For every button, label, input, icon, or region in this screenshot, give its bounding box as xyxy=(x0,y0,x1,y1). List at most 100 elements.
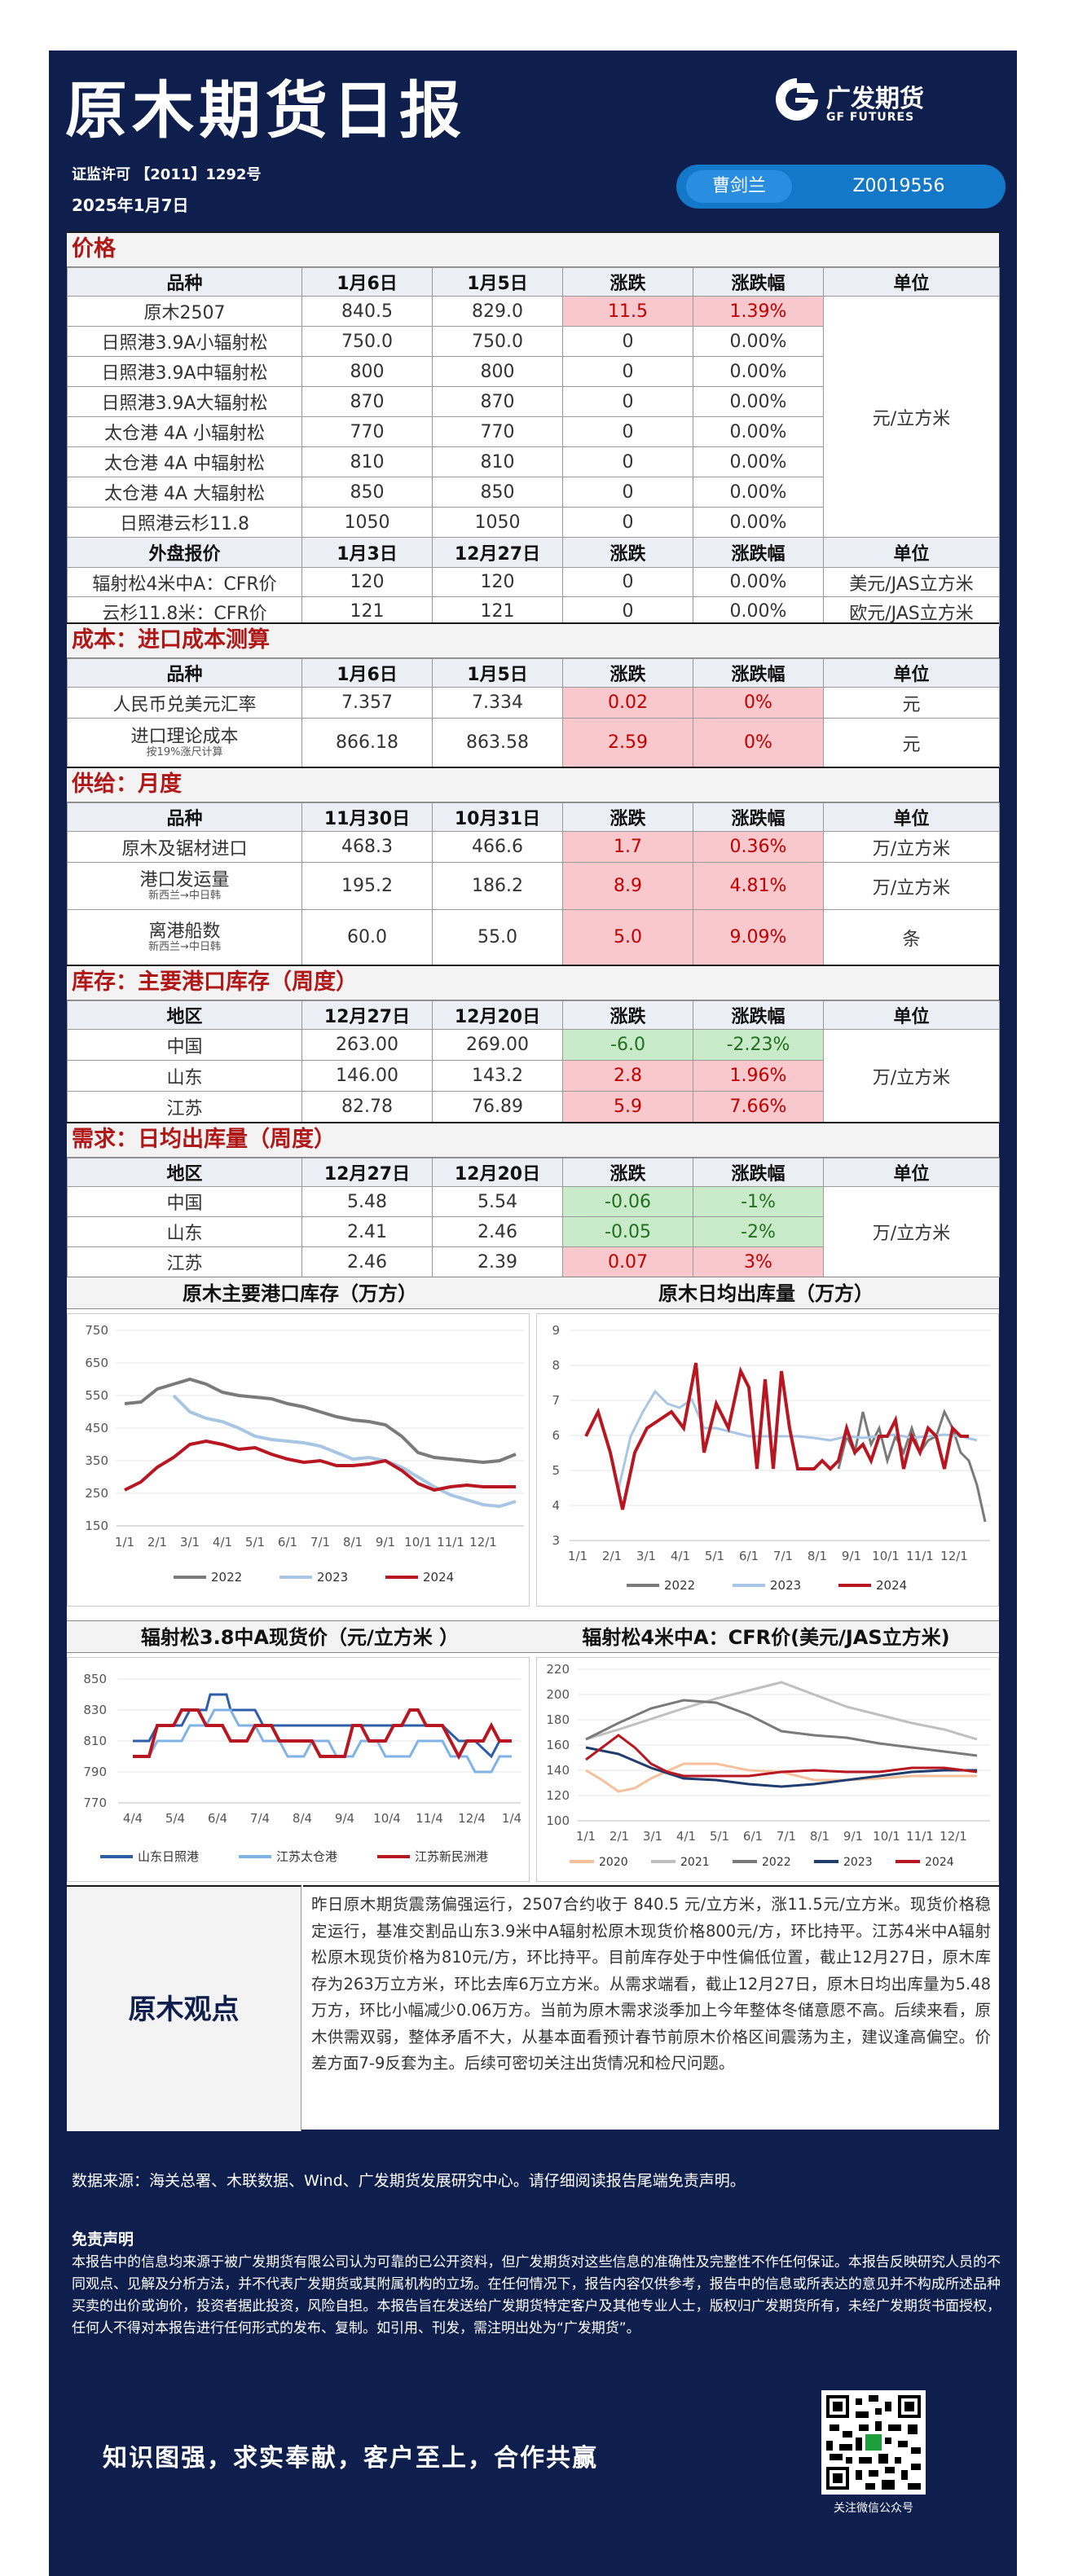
change-value: 0.02 xyxy=(562,687,693,719)
series-line-2022 xyxy=(837,1409,987,1523)
value-previous: 863.58 xyxy=(432,718,563,767)
value-current: 2.41 xyxy=(301,1216,433,1247)
y-tick-label: 850 xyxy=(83,1672,107,1686)
x-tick-label: 12/1 xyxy=(940,1829,967,1844)
col-header: 12月20日 xyxy=(432,1000,563,1030)
col-header: 涨跌 xyxy=(562,658,693,688)
change-pct: 0.00% xyxy=(693,596,824,626)
disclaimer-title: 免责声明 xyxy=(72,2231,134,2249)
unit-cell: 元 xyxy=(823,687,1000,719)
col-header: 涨跌 xyxy=(562,1000,693,1030)
item-name: 日照港3.9A大辐射松 xyxy=(67,386,302,417)
item-name: 日照港3.9A中辐射松 xyxy=(67,356,302,387)
value-current: 82.78 xyxy=(301,1091,433,1123)
item-note: 新西兰→中日韩 xyxy=(148,940,221,953)
change-pct: -1% xyxy=(693,1186,824,1217)
x-tick-label: 1/1 xyxy=(115,1535,134,1550)
table-row: 山东 2.41 2.46 -0.05 -2% xyxy=(67,1216,1000,1247)
col-header: 1月5日 xyxy=(432,658,563,688)
y-tick-label: 750 xyxy=(85,1323,108,1338)
change-pct: 1.96% xyxy=(693,1060,824,1092)
series-line-2024 xyxy=(124,1439,516,1492)
item-name: 离港船数 新西兰→中日韩 xyxy=(67,909,302,965)
x-tick-label: 7/1 xyxy=(773,1549,793,1563)
data-sources: 数据来源：海关总署、木联数据、Wind、广发期货发展研究中心。请仔细阅读报告尾端… xyxy=(72,2172,746,2190)
section-title-inventory: 库存：主要港口库存（周度） xyxy=(67,965,999,1000)
value-previous: 850 xyxy=(432,477,563,508)
value-current: 60.0 xyxy=(301,909,433,965)
value-current: 866.18 xyxy=(301,718,433,767)
x-tick-label: 9/4 xyxy=(335,1811,354,1826)
chart-title-inventory: 原木主要港口库存（万方） xyxy=(67,1277,533,1309)
change-value: 0 xyxy=(562,356,693,387)
table-row: 日照港3.9A大辐射松 870 870 0 0.00% xyxy=(67,386,1000,417)
x-tick-label: 5/1 xyxy=(705,1549,724,1563)
unit-cell: 美元/JAS立方米 xyxy=(823,567,1000,597)
change-pct: 9.09% xyxy=(693,909,824,965)
value-current: 770 xyxy=(301,416,433,447)
x-tick-label: 10/1 xyxy=(404,1535,432,1550)
item-label: 港口发运量 xyxy=(139,869,230,890)
analyst-name: 曹剑兰 xyxy=(686,170,792,203)
x-tick-label: 10/1 xyxy=(872,1549,900,1563)
unit-cell: 元 xyxy=(823,718,1000,767)
y-tick-label: 140 xyxy=(546,1763,570,1778)
y-tick-label: 830 xyxy=(83,1703,107,1717)
change-value: 0 xyxy=(562,477,693,508)
series-line-2024 xyxy=(585,1734,978,1778)
col-header: 涨跌幅 xyxy=(693,802,824,832)
col-header: 1月6日 xyxy=(301,267,433,297)
region-name: 江苏 xyxy=(67,1091,302,1123)
change-pct: 0.00% xyxy=(693,416,824,447)
table-row: 太仓港 4A 小辐射松 770 770 0 0.00% xyxy=(67,416,1000,447)
legend-label: 2021 xyxy=(680,1856,710,1869)
table-row: 山东 146.00 143.2 2.8 1.96% xyxy=(67,1060,1000,1092)
series-line-rizhao xyxy=(133,1693,512,1759)
item-name: 日照港云杉11.8 xyxy=(67,507,302,538)
chart-title-spot-price: 辐射松3.8中A现货价（元/立方米 ） xyxy=(67,1620,533,1653)
section-title-price: 价格 xyxy=(67,231,999,267)
report-date: 2025年1月7日 xyxy=(72,196,189,215)
legend-label: 2023 xyxy=(317,1570,348,1585)
y-tick-label: 550 xyxy=(85,1388,108,1403)
change-pct: -2% xyxy=(693,1216,824,1247)
x-tick-label: 2/1 xyxy=(610,1829,629,1844)
item-note: 按19%涨尺计算 xyxy=(146,745,223,758)
series-line-2024 xyxy=(584,1362,969,1510)
item-name: 太仓港 4A 小辐射松 xyxy=(67,416,302,447)
col-header: 涨跌幅 xyxy=(693,1158,824,1187)
value-previous: 121 xyxy=(432,596,563,626)
change-value: 0 xyxy=(562,446,693,477)
x-tick-label: 1/1 xyxy=(576,1829,596,1844)
series-line-2020 xyxy=(585,1762,977,1793)
col-header: 单位 xyxy=(823,1000,1000,1030)
y-tick-label: 160 xyxy=(546,1738,570,1752)
x-tick-label: 6/1 xyxy=(278,1535,297,1550)
x-tick-label: 11/1 xyxy=(906,1549,934,1563)
value-previous: 466.6 xyxy=(432,831,563,863)
item-label: 离港船数 xyxy=(148,921,221,942)
value-previous: 186.2 xyxy=(432,862,563,910)
x-tick-label: 8/1 xyxy=(810,1829,830,1844)
qr-code-icon xyxy=(826,2395,921,2490)
qr-code[interactable] xyxy=(821,2390,926,2495)
item-name: 辐射松4米中A：CFR价 xyxy=(67,567,302,597)
x-tick-label: 11/1 xyxy=(437,1535,464,1550)
unit-cell: 欧元/JAS立方米 xyxy=(823,596,1000,626)
supply-table: 品种 11月30日 10月31日 涨跌 涨跌幅 单位 原木及锯材进口 468.3… xyxy=(67,802,1000,965)
col-header: 外盘报价 xyxy=(67,537,302,568)
value-current: 5.48 xyxy=(301,1186,433,1217)
x-tick-label: 10/4 xyxy=(373,1811,401,1826)
change-pct: 3% xyxy=(693,1246,824,1277)
col-header: 涨跌幅 xyxy=(693,537,824,568)
value-current: 1050 xyxy=(301,507,433,538)
analyst-id: Z0019556 xyxy=(852,176,945,196)
y-tick-label: 790 xyxy=(83,1765,107,1779)
x-tick-label: 7/4 xyxy=(250,1811,270,1826)
inventory-table: 地区 12月27日 12月20日 涨跌 涨跌幅 单位 中国 263.00 269… xyxy=(67,1000,1000,1123)
value-current: 750.0 xyxy=(301,326,433,357)
outbound-chart-svg: 9 8 7 6 5 4 3 1/1 2/1 3/1 4/1 5/1 6/1 7/… xyxy=(552,1323,990,1593)
region-name: 江苏 xyxy=(67,1246,302,1277)
legend-label: 山东日照港 xyxy=(138,1849,199,1864)
table-row: 原木及锯材进口 468.3 466.6 1.7 0.36% 万/立方米 xyxy=(67,831,1000,863)
